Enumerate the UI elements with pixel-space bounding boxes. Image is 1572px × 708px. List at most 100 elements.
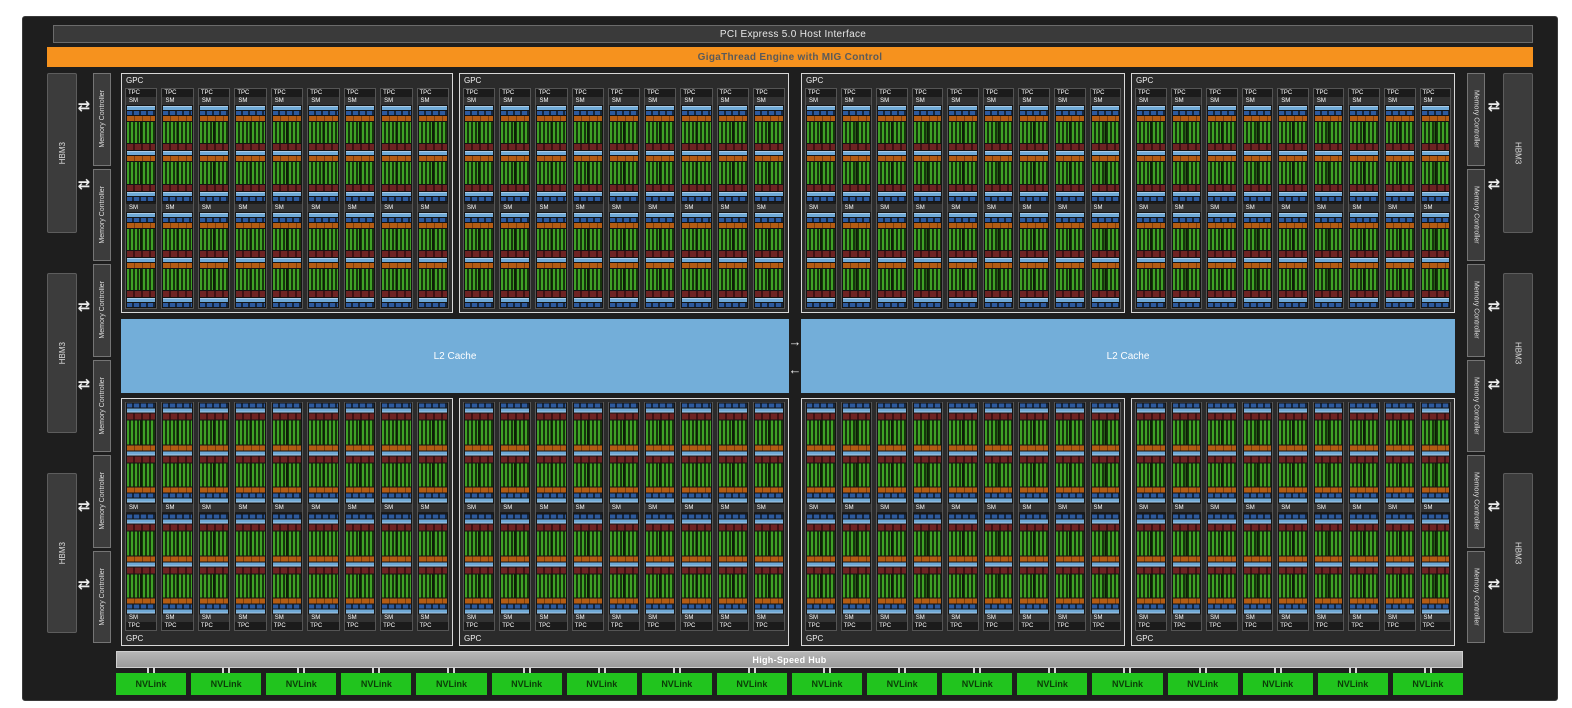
sm-bar-blue: [1421, 519, 1450, 524]
sm-bar-orange: [807, 156, 835, 162]
sm-label: SM: [948, 503, 978, 512]
sm-core-green: [1208, 162, 1236, 184]
sm-core-green: [309, 421, 338, 445]
sm-bar-blue: [878, 298, 906, 302]
sm-bar-orange: [646, 262, 675, 268]
tpc-block: TPC SM SM: [234, 88, 267, 309]
sm-bar-orange: [682, 445, 711, 451]
sm-bar-orange: [1243, 445, 1272, 451]
sm-core-green: [1055, 122, 1084, 144]
gpc-label: GPC: [464, 634, 482, 643]
sm-bar-maroon: [501, 291, 530, 297]
sm-bar-maroon: [1314, 291, 1343, 297]
sm-bar-maroon: [501, 414, 530, 420]
sm-bar-maroon: [718, 250, 747, 257]
sm-bar-orange: [1350, 598, 1378, 603]
sm-bar-maroon: [878, 291, 906, 297]
sm-bar-maroon: [842, 250, 871, 257]
sm-bar-blue: [418, 191, 447, 196]
sm-core-green: [127, 421, 156, 445]
sm-bar-orange: [236, 222, 265, 228]
tpc-label: TPC: [879, 90, 892, 96]
sm-bar-orange: [1385, 555, 1414, 561]
sm-bar-blue-segmented: [573, 604, 602, 608]
sm-bar-orange: [754, 222, 783, 228]
sm-stack: [464, 403, 495, 504]
sm-bar-blue: [984, 106, 1013, 110]
sm-bar-orange: [842, 262, 871, 268]
sm-bar-blue: [163, 106, 192, 110]
gpc-block: GPC TPC SM SM TPC SM SM TPC SM SM TPC SM SM TPC SM SM TP…: [1131, 73, 1455, 313]
sm-bar-orange: [807, 445, 835, 451]
sm-bar-orange: [1243, 262, 1272, 268]
sm-bar-blue: [236, 106, 265, 110]
sm-bar-blue-segmented: [807, 493, 835, 498]
sm-bar-orange: [609, 156, 639, 162]
sm-bar-maroon: [682, 250, 711, 257]
sm-bar-orange: [163, 222, 192, 228]
tpc-label: TPC: [1209, 90, 1222, 96]
sm-bar-maroon: [1091, 250, 1120, 257]
sm-bar-blue: [573, 151, 602, 156]
sm-bar-maroon: [199, 524, 229, 531]
tpc-label: TPC: [914, 90, 927, 96]
sm-bar-blue: [1314, 561, 1343, 566]
sm-core-green: [609, 228, 639, 250]
sm-bar-blue: [949, 498, 977, 503]
sm-core-green: [878, 228, 906, 250]
sm-bar-blue-segmented: [984, 111, 1013, 115]
sm-bar-blue: [418, 212, 447, 217]
tpc-label: TPC: [383, 90, 396, 96]
sm-bar-blue-segmented: [984, 303, 1013, 307]
sm-bar-blue-segmented: [1421, 493, 1450, 498]
sm-bar-blue-segmented: [878, 493, 906, 498]
nvlink-label: NVLink: [736, 679, 768, 689]
sm-bar-maroon: [842, 524, 871, 531]
sm-bar-blue-segmented: [309, 514, 338, 519]
sm-bar-blue: [236, 298, 265, 302]
sm-bar-orange: [1055, 487, 1084, 493]
sm-bar-blue: [465, 151, 494, 156]
sm-label: SM: [1349, 614, 1379, 622]
nvlink-label: NVLink: [811, 679, 843, 689]
sm-block: SM: [464, 403, 495, 512]
sm-bar-maroon: [1350, 566, 1378, 573]
sm-bar-maroon: [309, 414, 338, 420]
sm-bar-blue-segmented: [127, 196, 156, 201]
sm-core-green: [418, 162, 447, 184]
sm-core-green: [272, 162, 302, 184]
sm-bar-blue-segmented: [418, 604, 447, 608]
sm-bar-orange: [1350, 445, 1378, 451]
sm-stack: [1090, 211, 1121, 308]
sm-bar-blue: [913, 257, 942, 262]
sm-label: SM: [344, 203, 376, 212]
sm-bar-orange: [1385, 222, 1414, 228]
sm-block: SM: [608, 513, 640, 622]
sm-stack: [1349, 513, 1379, 614]
sm-core-green: [1137, 531, 1165, 555]
gpc-block: GPC TPC SM SM TPC SM SM TPC SM SM TPC SM SM TPC SM SM TP…: [801, 73, 1125, 313]
sm-bar-maroon: [418, 250, 447, 257]
sm-label: SM: [806, 203, 836, 212]
sm-core-green: [1020, 573, 1048, 597]
sm-bar-blue: [754, 498, 783, 503]
sm-bar-blue: [1350, 191, 1378, 196]
bidirectional-arrow-icon: ⇄: [1487, 376, 1501, 393]
sm-core-green: [878, 573, 906, 597]
sm-core-green: [878, 268, 906, 290]
sm-bar-orange: [1172, 156, 1201, 162]
sm-bar-blue-segmented: [465, 604, 494, 608]
sm-bar-blue: [1172, 151, 1201, 156]
sm-label: SM: [536, 614, 567, 622]
sm-bar-blue: [537, 519, 566, 524]
sm-core-green: [1314, 573, 1343, 597]
sm-bar-blue-segmented: [807, 604, 835, 608]
sm-bar-maroon: [309, 456, 338, 463]
sm-bar-maroon: [1314, 414, 1343, 420]
sm-bar-blue: [418, 609, 447, 613]
sm-bar-orange: [382, 116, 411, 121]
sm-bar-maroon: [236, 291, 265, 297]
sm-bar-blue: [1020, 609, 1048, 613]
sm-stack: [717, 403, 748, 504]
sm-bar-orange: [1421, 598, 1450, 603]
